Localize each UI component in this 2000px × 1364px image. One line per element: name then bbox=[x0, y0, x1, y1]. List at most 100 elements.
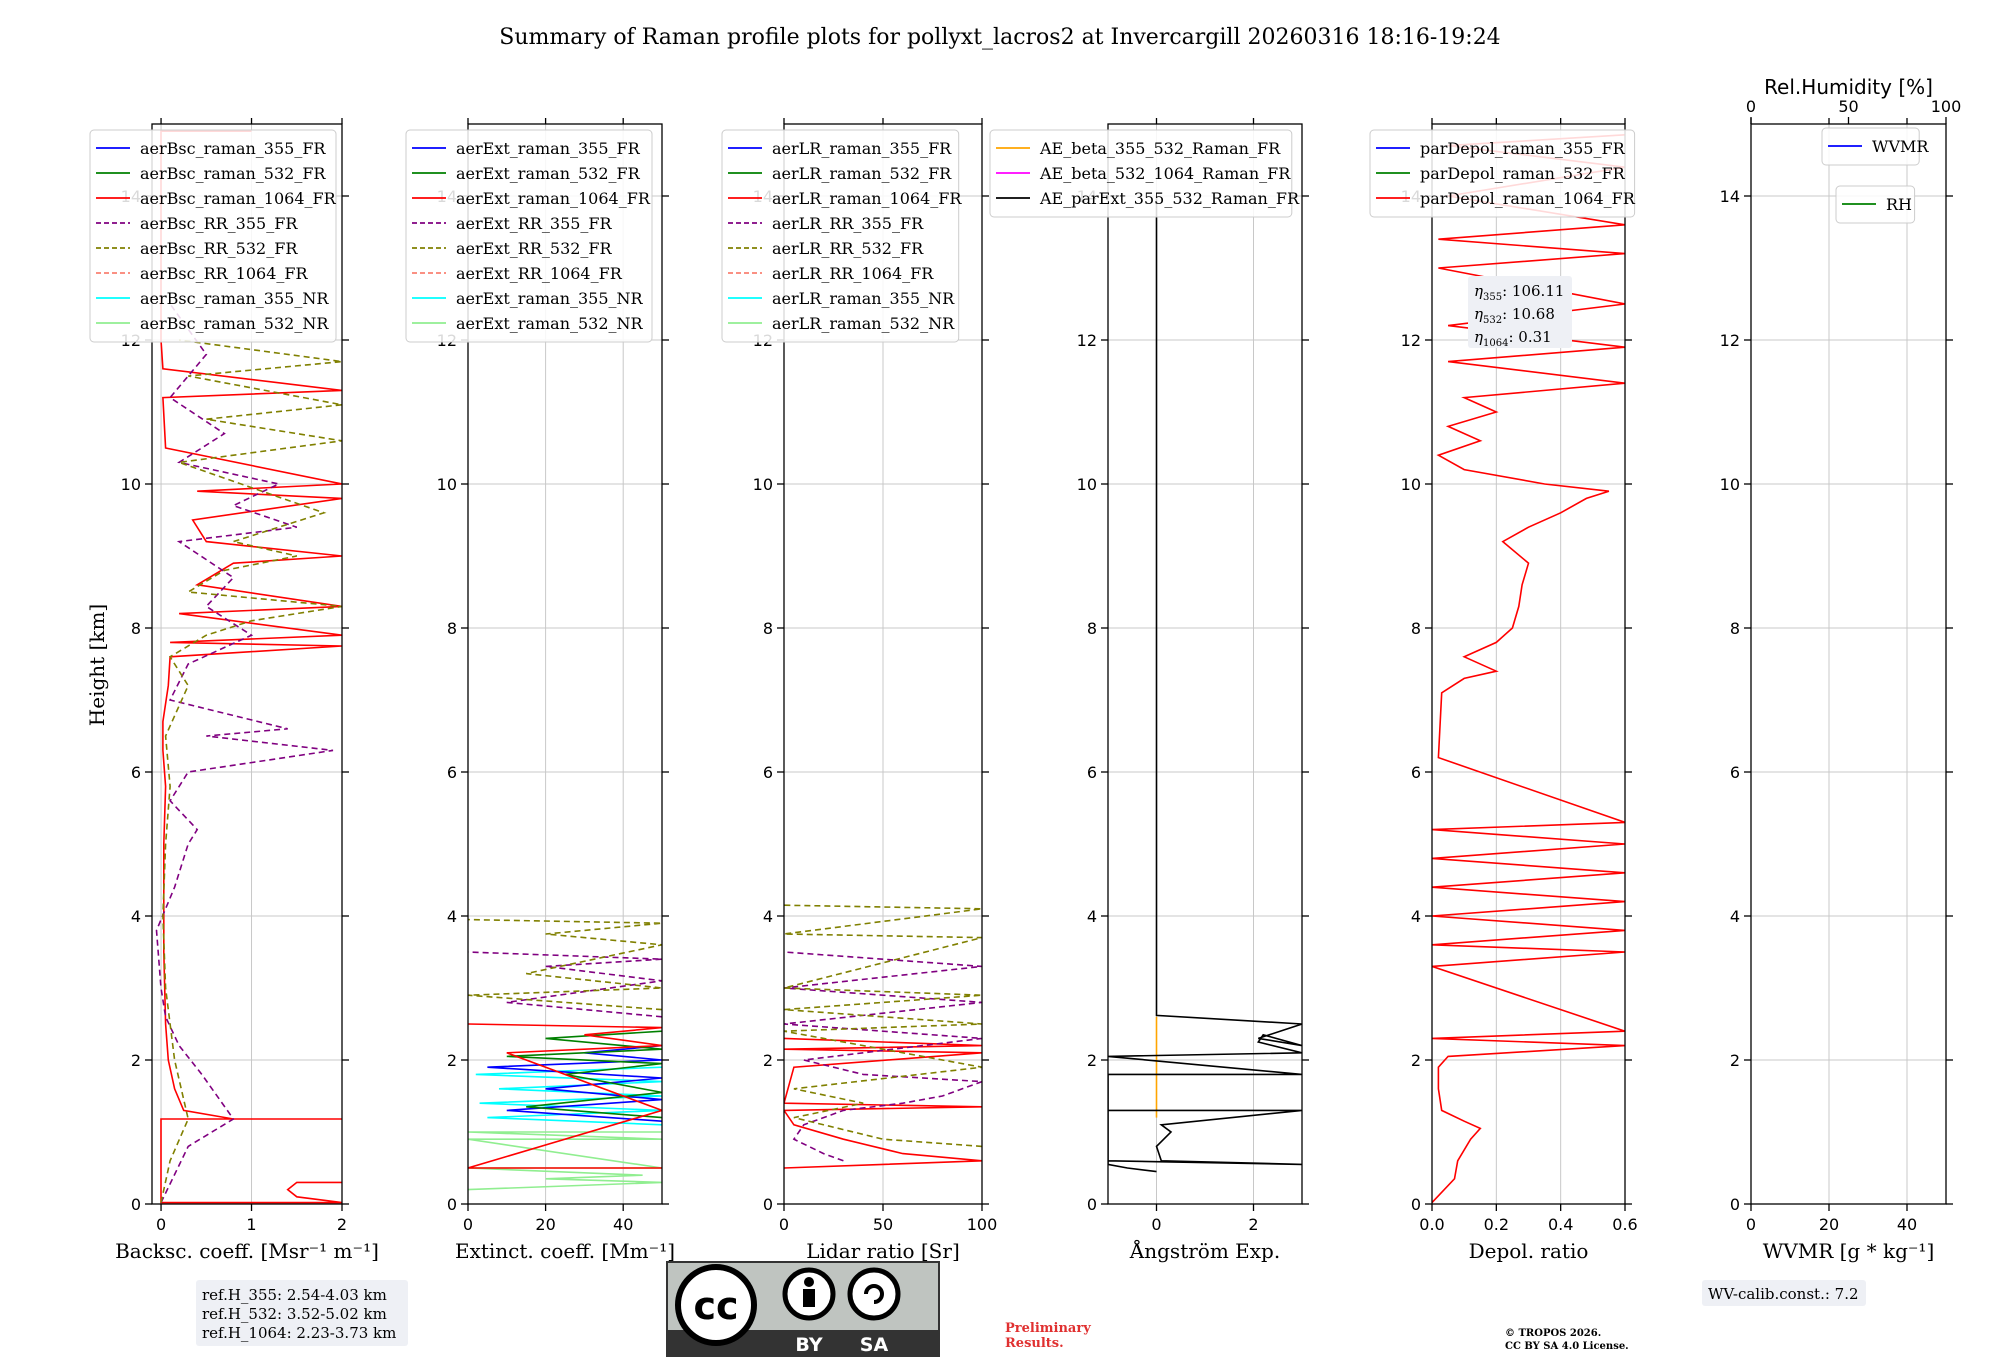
x-tick-label: 50 bbox=[873, 1215, 893, 1234]
legend-box bbox=[989, 129, 1293, 218]
x-tick-label: 40 bbox=[613, 1215, 633, 1234]
refh-line-1064: ref.H_1064: 2.23-3.73 km bbox=[202, 1324, 396, 1342]
y-tick-label: 6 bbox=[1730, 763, 1740, 782]
legend-label: aerBsc_raman_532_FR bbox=[140, 164, 326, 183]
y-tick-label: 2 bbox=[1730, 1051, 1740, 1070]
y-tick-label: 8 bbox=[131, 619, 141, 638]
x-tick-label: 0 bbox=[156, 1215, 166, 1234]
y-axis-label: Height [km] bbox=[85, 604, 109, 726]
legend-label: aerLR_raman_532_NR bbox=[772, 314, 955, 333]
legend-label: RH bbox=[1886, 195, 1912, 214]
top-x-tick-label: 50 bbox=[1838, 97, 1858, 116]
series-line-aerBsc_RR_532_FR bbox=[160, 339, 342, 1203]
series-group bbox=[1432, 134, 1625, 1204]
top-axis-label: Rel.Humidity [%] bbox=[1764, 75, 1933, 99]
series-line-aerExt_raman_355_FR bbox=[487, 1044, 662, 1122]
attribution-head-icon bbox=[804, 1277, 814, 1287]
x-axis-label: Ångström Exp. bbox=[1129, 1238, 1280, 1263]
legend-label: parDepol_raman_532_FR bbox=[1420, 164, 1626, 183]
refh-box bbox=[196, 1280, 408, 1346]
legend-label: aerLR_RR_532_FR bbox=[772, 239, 924, 258]
x-tick-label: 20 bbox=[535, 1215, 555, 1234]
legend-label: aerExt_RR_355_FR bbox=[456, 214, 613, 233]
legend-label: aerExt_RR_1064_FR bbox=[456, 264, 623, 283]
y-tick-label: 10 bbox=[437, 475, 457, 494]
legend-label: AE_beta_532_1064_Raman_FR bbox=[1039, 164, 1291, 183]
cc-logo-icon bbox=[675, 1264, 757, 1346]
y-tick-label: 8 bbox=[1087, 619, 1097, 638]
eta-box bbox=[1468, 276, 1572, 348]
y-tick-label: 6 bbox=[1411, 763, 1421, 782]
legend-label: WVMR bbox=[1872, 137, 1929, 156]
refh-line-532: ref.H_532: 3.52-5.02 km bbox=[202, 1305, 387, 1323]
legend-label: parDepol_raman_1064_FR bbox=[1420, 189, 1636, 208]
series-line-aerBsc_raman_1064_FR bbox=[160, 130, 342, 1204]
x-axis-label: Lidar ratio [Sr] bbox=[806, 1239, 960, 1263]
copyright-line-2: CC BY SA 4.0 License. bbox=[1505, 1341, 1629, 1352]
y-tick-label: 0 bbox=[1411, 1195, 1421, 1214]
y-tick-label: 2 bbox=[1087, 1051, 1097, 1070]
legend-label: aerLR_raman_355_NR bbox=[772, 289, 955, 308]
legend-label: aerBsc_raman_355_FR bbox=[140, 139, 326, 158]
legend-label: aerLR_raman_355_FR bbox=[772, 139, 952, 158]
y-tick-label: 0 bbox=[131, 1195, 141, 1214]
y-tick-label: 10 bbox=[1720, 475, 1740, 494]
x-tick-label: 0 bbox=[1746, 1215, 1756, 1234]
axes-frame bbox=[1750, 123, 1947, 1205]
legend-label: aerExt_raman_1064_FR bbox=[456, 189, 651, 208]
legend-box bbox=[721, 129, 960, 343]
y-tick-label: 0 bbox=[447, 1195, 457, 1214]
legend-box bbox=[1369, 129, 1636, 218]
legend-label: aerBsc_RR_1064_FR bbox=[140, 264, 309, 283]
legend-label: aerBsc_raman_1064_FR bbox=[140, 189, 337, 208]
series-line-AE_parExt_355_532_Raman_FR bbox=[1108, 196, 1302, 1173]
wv-calib-text: WV-calib.const.: 7.2 bbox=[1708, 1285, 1859, 1303]
x-tick-label: 100 bbox=[967, 1215, 998, 1234]
legend-label: aerExt_raman_355_FR bbox=[456, 139, 641, 158]
wv-calib-box bbox=[1702, 1280, 1866, 1306]
x-tick-label: 2 bbox=[337, 1215, 347, 1234]
eta-line: η1064: 0.31 bbox=[1474, 328, 1552, 349]
y-tick-label: 6 bbox=[763, 763, 773, 782]
legend-box bbox=[405, 129, 653, 343]
series-line-aerExt_raman_532_FR bbox=[506, 1030, 662, 1119]
x-tick-label: 0 bbox=[1151, 1215, 1161, 1234]
series-line-aerBsc_RR_355_FR bbox=[155, 303, 334, 1203]
y-tick-label: 4 bbox=[1087, 907, 1097, 926]
x-tick-label: 0.6 bbox=[1612, 1215, 1637, 1234]
preliminary-line-2: Results. bbox=[1005, 1336, 1064, 1351]
copyright-line-1: © TROPOS 2026. bbox=[1505, 1328, 1601, 1339]
legend-label: parDepol_raman_355_FR bbox=[1420, 139, 1626, 158]
by-label: BY bbox=[795, 1334, 822, 1356]
series-group bbox=[468, 918, 662, 1191]
legend-box bbox=[1821, 127, 1920, 166]
y-tick-label: 4 bbox=[1411, 907, 1421, 926]
sa-label: SA bbox=[860, 1334, 889, 1356]
legend-label: aerBsc_raman_355_NR bbox=[140, 289, 329, 308]
share-alike-arrow-icon bbox=[864, 1284, 884, 1304]
legend-label: aerLR_RR_1064_FR bbox=[772, 264, 934, 283]
x-tick-label: 2 bbox=[1248, 1215, 1258, 1234]
y-tick-label: 2 bbox=[447, 1051, 457, 1070]
legend-box bbox=[89, 129, 337, 343]
x-axis-label: Extinct. coeff. [Mm⁻¹] bbox=[455, 1239, 675, 1263]
x-tick-label: 0 bbox=[463, 1215, 473, 1234]
legend-label: aerExt_raman_532_FR bbox=[456, 164, 641, 183]
eta-line: η532: 10.68 bbox=[1474, 305, 1555, 326]
series-line-aerExt_RR_532_FR bbox=[468, 918, 662, 1011]
legend-label: aerLR_RR_355_FR bbox=[772, 214, 924, 233]
y-tick-label: 0 bbox=[763, 1195, 773, 1214]
x-tick-label: 0.4 bbox=[1548, 1215, 1573, 1234]
y-tick-label: 4 bbox=[131, 907, 141, 926]
top-x-tick-label: 100 bbox=[1931, 97, 1962, 116]
share-alike-icon bbox=[847, 1267, 901, 1321]
attribution-body-icon bbox=[803, 1289, 815, 1307]
y-tick-label: 10 bbox=[1077, 475, 1097, 494]
y-tick-label: 4 bbox=[1730, 907, 1740, 926]
series-line-parDepol_raman_1064_FR bbox=[1432, 134, 1625, 1204]
series-line-aerExt_raman_532_NR bbox=[468, 1131, 662, 1191]
